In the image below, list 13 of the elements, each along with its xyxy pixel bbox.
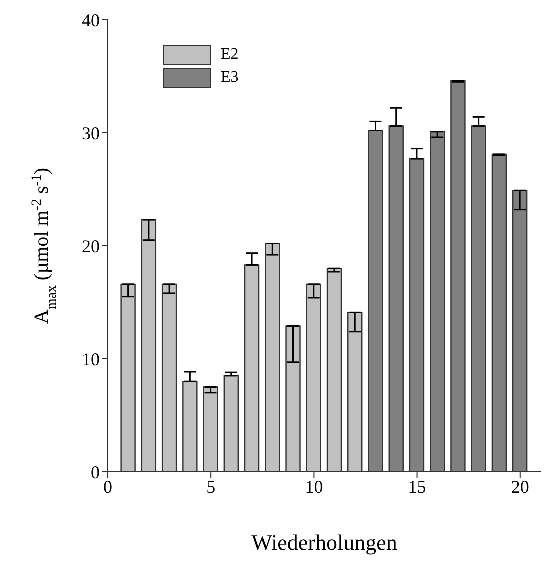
- x-axis-title: Wiederholungen: [252, 530, 398, 555]
- legend-label: E3: [221, 69, 239, 87]
- y-tick-label: 20: [82, 236, 100, 256]
- y-tick-label: 40: [82, 10, 100, 30]
- x-tick-label: 0: [104, 476, 112, 497]
- x-tick-label: 20: [511, 476, 530, 497]
- y-tick-label: 30: [82, 123, 100, 144]
- x-tick-label: 10: [305, 476, 324, 497]
- y-tick-label: 0: [91, 462, 100, 482]
- y-tick-label: 10: [82, 349, 100, 370]
- x-tick-label: 15: [408, 476, 426, 497]
- x-tick-label: 5: [206, 476, 216, 497]
- legend-label: E2: [221, 46, 239, 64]
